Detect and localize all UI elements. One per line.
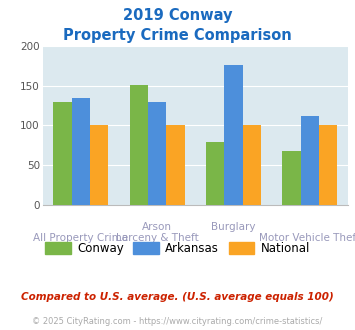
Text: Motor Vehicle Theft: Motor Vehicle Theft — [259, 233, 355, 243]
Text: Property Crime Comparison: Property Crime Comparison — [63, 28, 292, 43]
Text: Larceny & Theft: Larceny & Theft — [116, 233, 198, 243]
Bar — [206, 142, 224, 205]
Text: Compared to U.S. average. (U.S. average equals 100): Compared to U.S. average. (U.S. average … — [21, 292, 334, 302]
Bar — [72, 98, 90, 205]
Bar — [301, 116, 319, 205]
Text: Burglary: Burglary — [211, 222, 256, 232]
Bar — [166, 125, 185, 205]
Bar — [242, 125, 261, 205]
Bar — [224, 65, 242, 205]
Text: Arson: Arson — [142, 222, 172, 232]
Bar — [53, 102, 72, 205]
Bar — [148, 102, 166, 205]
Bar — [282, 151, 301, 205]
Bar — [90, 125, 108, 205]
Bar — [130, 85, 148, 205]
Bar — [319, 125, 337, 205]
Text: © 2025 CityRating.com - https://www.cityrating.com/crime-statistics/: © 2025 CityRating.com - https://www.city… — [32, 317, 323, 326]
Text: 2019 Conway: 2019 Conway — [123, 8, 232, 23]
Legend: Conway, Arkansas, National: Conway, Arkansas, National — [40, 237, 315, 260]
Text: All Property Crime: All Property Crime — [33, 233, 128, 243]
